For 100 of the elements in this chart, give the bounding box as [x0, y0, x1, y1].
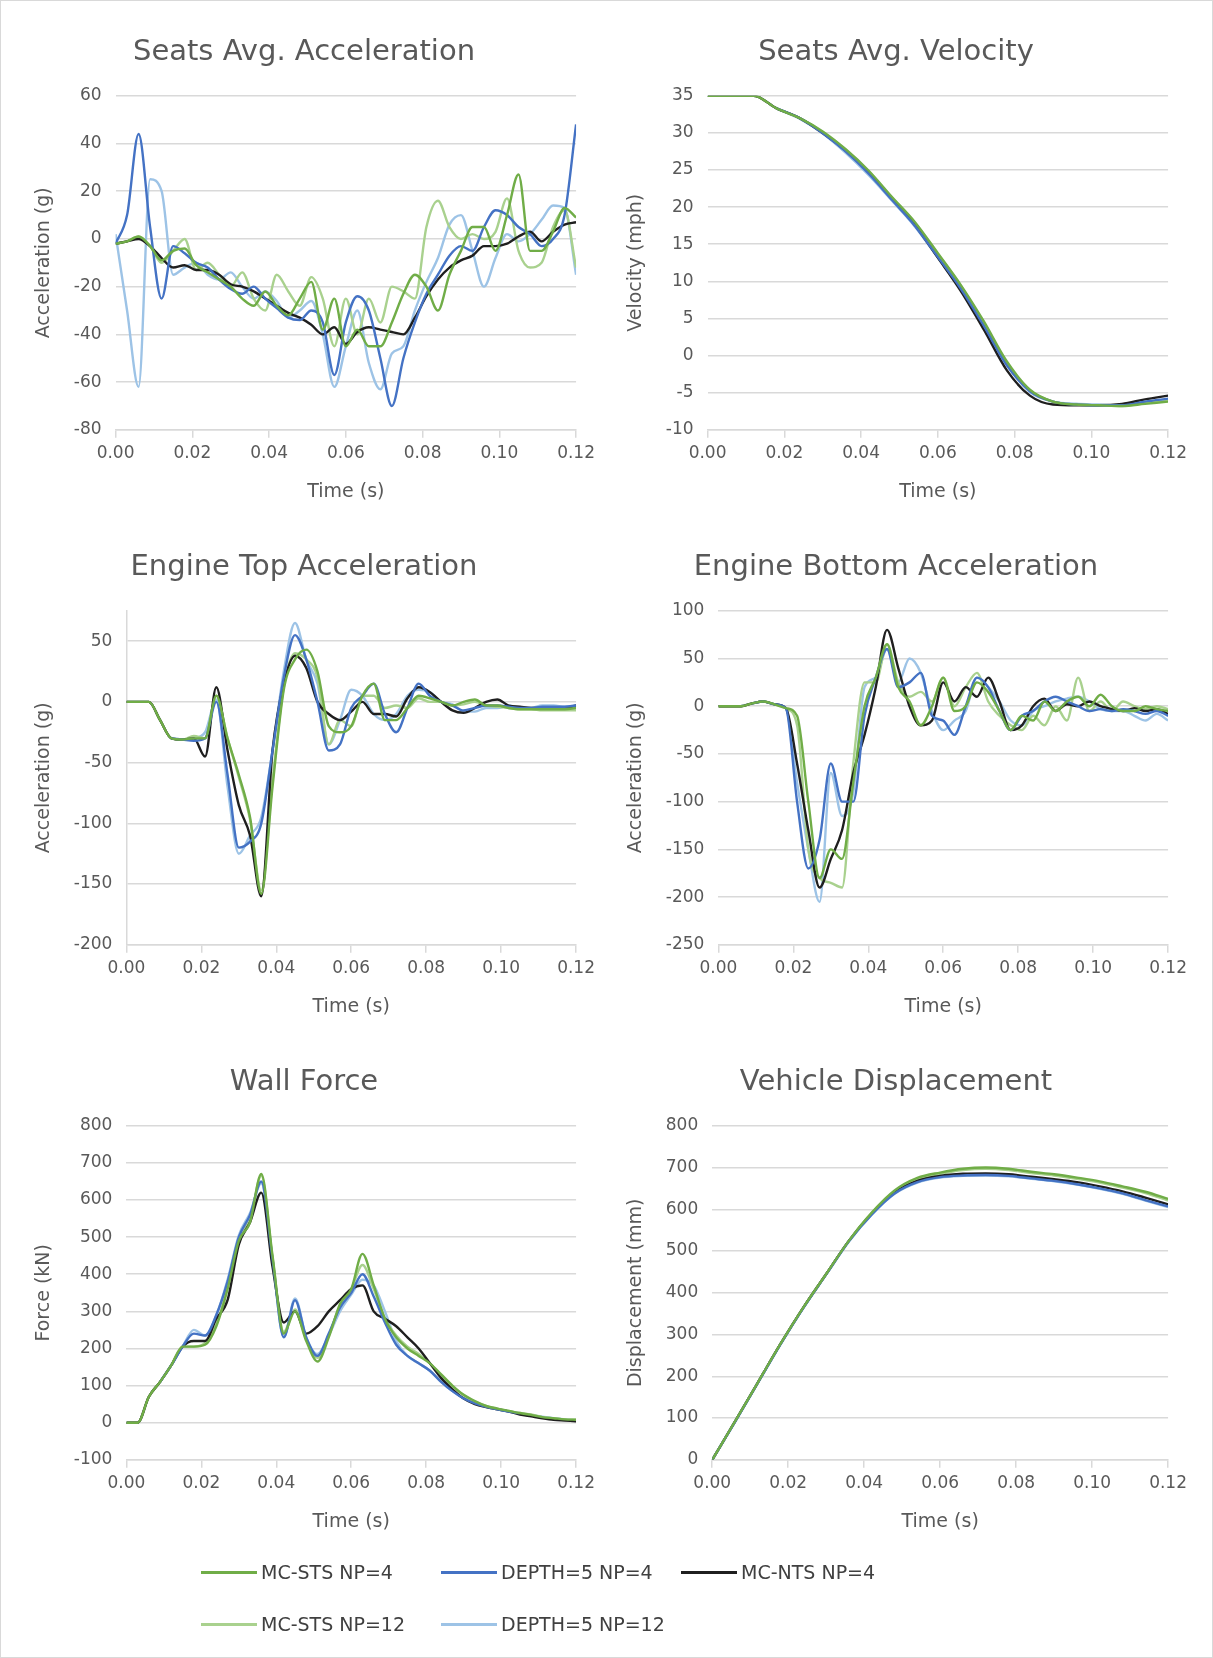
x-tick-label: 0.12: [557, 1472, 595, 1493]
y-tick-label: -10: [665, 418, 694, 439]
y-tick-label: -40: [73, 322, 102, 343]
line-series: [115, 123, 577, 408]
y-tick-label: -80: [73, 418, 102, 439]
y-axis-title: Velocity (mph): [623, 193, 646, 332]
x-axis-title: Time (s): [903, 993, 982, 1016]
y-tick-label: -150: [665, 837, 705, 858]
y-tick-label: 0: [687, 1448, 699, 1469]
y-tick-label: 0: [101, 1411, 113, 1432]
x-tick-label: 0.02: [173, 442, 212, 463]
x-tick-label: 0.12: [1149, 1472, 1187, 1493]
x-tick-label: 0.06: [326, 442, 365, 463]
x-tick-label: 0.06: [924, 957, 963, 978]
y-tick-label: 700: [79, 1151, 113, 1172]
x-tick-label: 0.04: [845, 1472, 884, 1493]
chart-title: Seats Avg. Acceleration: [132, 32, 476, 67]
y-tick-label: 40: [79, 131, 102, 152]
x-tick-label: 0.04: [250, 442, 288, 463]
x-tick-label: 0.00: [96, 442, 135, 463]
y-tick-label: -50: [84, 751, 113, 772]
y-tick-label: 25: [671, 158, 694, 179]
x-tick-label: 0.04: [257, 957, 296, 978]
y-tick-label: -100: [73, 1448, 113, 1469]
chart-title: Engine Bottom Acceleration: [693, 547, 1099, 582]
y-axis-title: Acceleration (g): [31, 702, 54, 854]
y-tick-label: -50: [676, 742, 705, 763]
y-tick-label: 200: [79, 1336, 113, 1357]
legend-label: MC-STS NP=12: [261, 1613, 406, 1635]
y-tick-label: 20: [671, 195, 694, 216]
y-tick-label: -100: [665, 790, 705, 811]
y-tick-label: 100: [671, 599, 705, 620]
x-tick-label: 0.10: [1072, 442, 1111, 463]
y-tick-label: -150: [73, 872, 113, 893]
x-tick-label: 0.06: [921, 1472, 960, 1493]
y-tick-label: 400: [665, 1281, 699, 1302]
y-tick-label: -5: [676, 381, 694, 402]
x-tick-label: 0.08: [997, 1472, 1036, 1493]
y-tick-label: 500: [79, 1225, 113, 1246]
y-tick-label: 30: [671, 121, 694, 142]
x-tick-label: 0.08: [407, 957, 446, 978]
x-tick-label: 0.04: [849, 957, 888, 978]
y-tick-label: 600: [79, 1188, 113, 1209]
x-tick-label: 0.10: [482, 1472, 521, 1493]
x-tick-label: 0.08: [999, 957, 1038, 978]
x-tick-label: 0.12: [1149, 442, 1187, 463]
y-tick-label: -100: [73, 811, 113, 832]
y-axis-title: Force (kN): [31, 1244, 54, 1342]
y-tick-label: -60: [73, 370, 102, 391]
x-axis-title: Time (s): [311, 993, 390, 1016]
x-tick-label: 0.04: [257, 1472, 296, 1493]
y-tick-label: 100: [665, 1406, 699, 1427]
y-tick-label: 0: [693, 694, 705, 715]
y-tick-label: 300: [665, 1322, 699, 1343]
y-tick-label: 0: [90, 227, 102, 248]
y-tick-label: 20: [79, 179, 102, 200]
x-tick-label: 0.02: [182, 957, 221, 978]
x-tick-label: 0.00: [107, 957, 146, 978]
chart-title: Vehicle Displacement: [739, 1062, 1053, 1097]
y-tick-label: 50: [90, 629, 113, 650]
x-tick-label: 0.12: [557, 442, 595, 463]
y-tick-label: 200: [665, 1364, 699, 1385]
x-tick-label: 0.10: [482, 957, 521, 978]
line-series: [170, 633, 577, 849]
chart-title: Seats Avg. Velocity: [758, 32, 1034, 67]
x-tick-label: 0.02: [182, 1472, 221, 1493]
x-tick-label: 0.08: [995, 442, 1034, 463]
y-axis-title: Displacement (mm): [623, 1198, 646, 1388]
y-tick-label: 700: [665, 1155, 699, 1176]
legend-label: DEPTH=5 NP=12: [501, 1613, 665, 1635]
y-tick-label: 800: [665, 1114, 699, 1135]
y-tick-label: 0: [682, 344, 694, 364]
y-tick-label: 5: [682, 306, 694, 327]
x-tick-label: 0.00: [688, 442, 727, 463]
x-tick-label: 0.12: [557, 957, 595, 978]
legend-label: MC-NTS NP=4: [741, 1561, 876, 1583]
legend-label: MC-STS NP=4: [261, 1561, 393, 1583]
x-tick-label: 0.08: [407, 1472, 446, 1493]
y-tick-label: 300: [79, 1299, 113, 1320]
x-tick-label: 0.10: [1073, 1472, 1112, 1493]
x-axis-title: Time (s): [311, 1508, 390, 1531]
x-axis-title: Time (s): [306, 478, 385, 501]
x-axis-title: Time (s): [898, 478, 977, 501]
y-tick-label: 600: [665, 1197, 699, 1218]
x-tick-label: 0.06: [332, 957, 371, 978]
y-tick-label: 10: [671, 269, 694, 290]
x-tick-label: 0.06: [332, 1472, 371, 1493]
y-tick-label: 400: [79, 1262, 113, 1283]
x-tick-label: 0.02: [765, 442, 804, 463]
y-tick-label: 800: [79, 1114, 113, 1135]
y-tick-label: 35: [671, 84, 694, 105]
y-tick-label: 50: [682, 646, 705, 667]
y-tick-label: 500: [665, 1239, 699, 1260]
x-tick-label: 0.02: [774, 957, 813, 978]
y-tick-label: 0: [101, 690, 113, 711]
x-axis-title: Time (s): [900, 1508, 979, 1531]
x-tick-label: 0.06: [918, 442, 957, 463]
y-axis-title: Acceleration (g): [623, 702, 646, 854]
x-tick-label: 0.02: [769, 1472, 808, 1493]
legend-label: DEPTH=5 NP=4: [501, 1561, 653, 1583]
